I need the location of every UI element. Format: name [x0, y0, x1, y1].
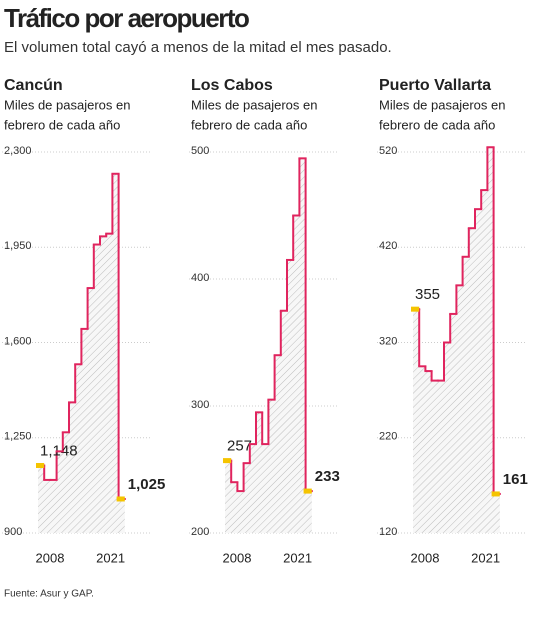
panel-title: Los Cabos	[191, 77, 273, 94]
panel-subtitle: febrero de cada año	[379, 117, 495, 132]
y-tick-label: 200	[191, 526, 209, 538]
panel-title: Puerto Vallarta	[379, 77, 491, 94]
y-tick-label: 1,950	[4, 240, 32, 252]
y-tick-label: 500	[191, 145, 209, 157]
title: Tráfico por aeropuerto	[4, 3, 249, 33]
subtitle: El volumen total cayó a menos de la mita…	[4, 39, 392, 56]
marker	[223, 458, 232, 464]
y-tick-label: 520	[379, 145, 397, 157]
y-tick-label: 220	[379, 431, 397, 443]
area-fill	[225, 158, 312, 533]
x-tick-label: 2021	[96, 550, 125, 565]
panel-subtitle: febrero de cada año	[4, 117, 120, 132]
marker	[411, 306, 420, 312]
panel-subtitle: Miles de pasajeros en	[379, 97, 505, 112]
y-tick-label: 320	[379, 335, 397, 347]
value-label: 257	[227, 438, 252, 455]
panel-title: Cancún	[4, 77, 63, 94]
marker	[116, 496, 125, 502]
panel-subtitle: febrero de cada año	[191, 117, 307, 132]
y-tick-label: 120	[379, 526, 397, 538]
area-fill	[413, 147, 500, 534]
x-tick-label: 2021	[471, 550, 500, 565]
y-tick-label: 900	[4, 526, 22, 538]
value-label: 355	[415, 286, 440, 303]
value-label: 1,025	[128, 476, 166, 493]
y-tick-label: 1,600	[4, 335, 32, 347]
x-tick-label: 2008	[223, 550, 252, 565]
marker	[36, 463, 45, 469]
source: Fuente: Asur y GAP.	[4, 589, 94, 600]
marker	[303, 488, 312, 494]
x-tick-label: 2021	[283, 550, 312, 565]
y-tick-label: 400	[191, 272, 209, 284]
x-tick-label: 2008	[36, 550, 65, 565]
x-tick-label: 2008	[411, 550, 440, 565]
panel-subtitle: Miles de pasajeros en	[191, 97, 317, 112]
y-tick-label: 420	[379, 240, 397, 252]
value-label: 161	[503, 471, 528, 488]
y-tick-label: 1,250	[4, 431, 32, 443]
y-tick-label: 300	[191, 399, 209, 411]
marker	[491, 491, 500, 497]
panel-subtitle: Miles de pasajeros en	[4, 97, 130, 112]
value-label: 233	[315, 468, 340, 485]
y-tick-label: 2,300	[4, 145, 32, 157]
